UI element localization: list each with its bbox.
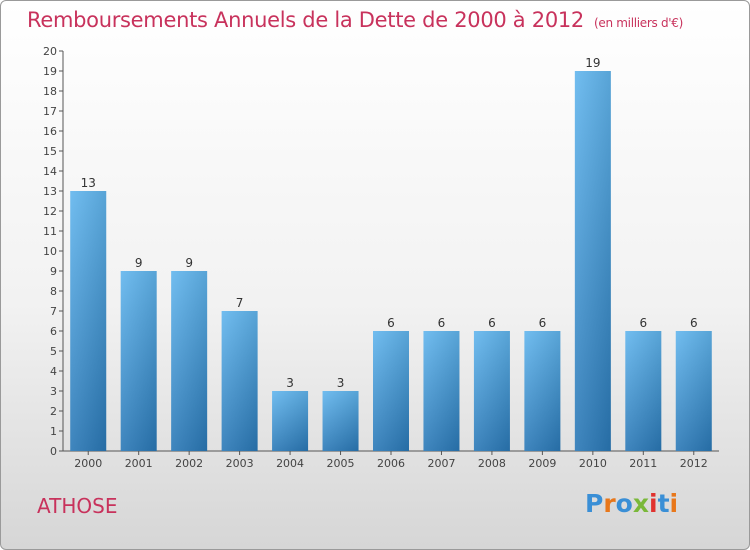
data-label-2000: 13 [81,176,96,190]
bar-shade-2009 [524,331,561,451]
x-tick-label: 2000 [74,457,102,470]
logo-letter: r [603,489,616,518]
x-tick-label: 2003 [226,457,254,470]
y-tick-label: 10 [43,245,57,258]
bar-shade-2007 [423,331,460,451]
y-tick-label: 9 [50,265,57,278]
data-label-2003: 7 [236,296,244,310]
labels: 2000 13 2001 9 2002 9 2003 7 2004 3 2005 3 2006 6 2007… [74,56,708,470]
logo-letter: x [632,489,649,518]
bar-shade-2001 [120,271,157,451]
y-tick-label: 19 [43,65,57,78]
data-label-2005: 3 [337,376,345,390]
y-tick-label: 0 [50,445,57,458]
data-label-2007: 6 [438,316,446,330]
logo-letter: P [585,489,604,518]
x-tick-label: 2011 [629,457,657,470]
commune-name: ATHOSE [37,494,118,518]
bar-shade-2003 [221,311,258,451]
logo-letter: i [669,489,679,518]
logo-letter: t [657,489,670,518]
bar-shade-2011 [625,331,662,451]
proxiti-logo: Proxiti [585,489,678,518]
y-tick-label: 4 [50,365,57,378]
y-tick-label: 5 [50,345,57,358]
bar-shade-2012 [675,331,712,451]
bar-shade-2005 [322,391,359,451]
y-tick-label: 14 [43,165,57,178]
y-tick-label: 11 [43,225,57,238]
x-tick-label: 2005 [327,457,355,470]
data-label-2012: 6 [690,316,698,330]
data-label-2004: 3 [286,376,294,390]
x-tick-label: 2012 [680,457,708,470]
bar-shade-2010 [574,71,611,451]
y-tick-label: 13 [43,185,57,198]
x-tick-label: 2010 [579,457,607,470]
y-tick-label: 2 [50,405,57,418]
bar-shade-2002 [171,271,208,451]
data-label-2010: 19 [585,56,600,70]
x-tick-label: 2008 [478,457,506,470]
bar-shade-2008 [473,331,510,451]
y-tick-label: 1 [50,425,57,438]
y-tick-label: 17 [43,105,57,118]
logo-letter: o [615,489,633,518]
bar-shade-2004 [272,391,309,451]
data-label-2011: 6 [639,316,647,330]
data-label-2006: 6 [387,316,395,330]
bars [70,71,712,451]
bar-shade-2006 [373,331,409,451]
x-tick-label: 2001 [125,457,153,470]
data-label-2009: 6 [539,316,547,330]
logo-letter: i [649,489,658,518]
y-tick-label: 18 [43,85,57,98]
y-tick-label: 3 [50,385,57,398]
chart-title: Remboursements Annuels de la Dette de 20… [27,8,683,32]
chart-subtitle: (en milliers d'€) [594,16,684,30]
data-label-2008: 6 [488,316,496,330]
y-tick-label: 16 [43,125,57,138]
y-tick-label: 8 [50,285,57,298]
title-text: Remboursements Annuels de la Dette de 20… [27,8,584,32]
data-label-2001: 9 [135,256,143,270]
x-tick-label: 2007 [427,457,455,470]
y-tick-label: 20 [43,45,57,58]
x-tick-label: 2002 [175,457,203,470]
bar-shade-2000 [70,191,107,451]
data-label-2002: 9 [185,256,193,270]
y-tick-label: 12 [43,205,57,218]
x-tick-label: 2006 [377,457,405,470]
y-tick-label: 15 [43,145,57,158]
y-tick-label: 7 [50,305,57,318]
y-tick-label: 6 [50,325,57,338]
x-tick-label: 2009 [528,457,556,470]
x-tick-label: 2004 [276,457,304,470]
